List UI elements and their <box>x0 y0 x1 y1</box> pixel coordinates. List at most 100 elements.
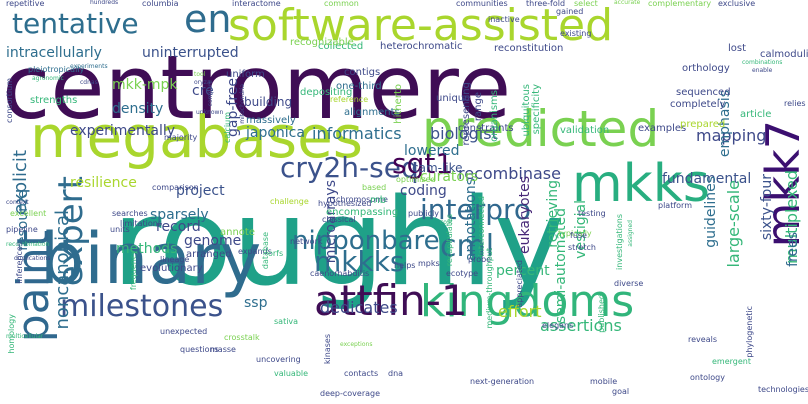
cloud-word: uncovering <box>256 355 301 364</box>
cloud-word: context <box>6 199 29 206</box>
cloud-word: ecotype <box>446 269 479 278</box>
cloud-word: ontology <box>690 373 725 382</box>
cloud-word: crosstalk <box>224 333 260 342</box>
cloud-word: mpks <box>418 259 440 268</box>
cloud-word: optimized <box>396 175 436 184</box>
cloud-word: calmodulins <box>760 49 808 60</box>
cloud-word: units <box>110 225 130 234</box>
cloud-word: range <box>473 92 484 122</box>
cloud-word: annote <box>220 227 255 238</box>
cloud-word: interconnected <box>477 196 486 257</box>
cloud-word: eukaryotes <box>517 176 533 254</box>
cloud-word: duplications <box>14 255 51 262</box>
cloud-word: depositing <box>300 87 353 98</box>
cloud-word: assigned <box>627 220 634 247</box>
cloud-word: deep-coverage <box>320 389 381 398</box>
cloud-word: kinases <box>323 334 332 365</box>
cloud-word: inferences <box>15 242 24 284</box>
cloud-word: mitochondria <box>239 84 246 124</box>
cloud-word: attfin-1 <box>314 276 468 325</box>
cloud-word: predicted <box>422 100 660 158</box>
cloud-word: article <box>740 109 772 120</box>
cloud-word: building <box>244 95 293 109</box>
cloud-word: arranged <box>186 249 232 260</box>
cloud-word: contigs <box>344 67 381 78</box>
cloud-word: mkk-mpk <box>112 77 178 93</box>
cloud-word: software-assisted <box>228 0 614 51</box>
cloud-word: assertions <box>540 316 622 335</box>
cloud-word: lowered <box>404 143 460 159</box>
cloud-word: sixty-four <box>759 174 775 241</box>
cloud-word: strengths <box>30 95 78 106</box>
cloud-word: alignments <box>344 107 400 118</box>
cloud-word: project <box>176 183 225 199</box>
cloud-word: caenorhabditis <box>310 269 370 278</box>
cloud-word: repetitive <box>6 0 45 8</box>
cloud-word: expands <box>238 247 272 256</box>
cloud-word: frequency <box>129 250 138 291</box>
cloud-word: binary <box>40 218 262 300</box>
cloud-word: multicellular <box>6 333 44 340</box>
cloud-word: recombination <box>6 241 50 248</box>
cloud-word: resilience <box>70 175 137 191</box>
cloud-word: cry2h-seq <box>280 151 419 184</box>
cloud-word: experiments <box>70 63 108 70</box>
cloud-word: reveals <box>688 335 717 344</box>
cloud-word: complementary <box>648 0 712 8</box>
cloud-word: annotations <box>463 178 479 262</box>
cloud-word: columbia <box>142 0 179 8</box>
cloud-word: reference <box>330 95 369 104</box>
cloud-word: interactome <box>232 0 281 8</box>
cloud-word: investigations <box>615 214 624 270</box>
cloud-word: testing <box>578 209 606 218</box>
cloud-word: heterochromatic <box>380 41 463 52</box>
cloud-word: noncanonical <box>52 210 73 330</box>
cloud-word: roughly <box>112 174 565 313</box>
cloud-word: chromosome <box>336 195 388 204</box>
cloud-word: japonica <box>246 125 305 141</box>
cloud-word: lost <box>728 43 747 54</box>
cloud-word: majority <box>164 133 198 142</box>
cloud-word: published <box>597 294 606 333</box>
cloud-word: searches <box>112 209 148 218</box>
cloud-word: frees <box>785 232 801 267</box>
cloud-word: hitherto <box>393 84 404 124</box>
cloud-word: nipponbare <box>292 226 440 256</box>
cloud-word: prepared <box>680 119 726 130</box>
cloud-word: ssp <box>244 295 268 311</box>
cloud-word: mapping <box>696 126 767 145</box>
cloud-word: record <box>156 219 201 235</box>
cloud-word: sequenced <box>676 87 731 98</box>
cloud-word: combinations <box>742 59 783 66</box>
cloud-word: cml <box>440 229 495 264</box>
cloud-word: interpro <box>420 193 532 226</box>
cloud-word: challenge <box>270 197 309 206</box>
cloud-word: pleiotropically <box>28 65 85 74</box>
cloud-word: unknown <box>196 109 224 116</box>
cloud-word: tentative <box>12 7 139 40</box>
cloud-word: coding <box>400 183 447 199</box>
cloud-word: cam-like <box>412 161 463 175</box>
cloud-word: one-third <box>336 81 382 92</box>
cloud-word: consortium <box>5 78 14 123</box>
cloud-word: genome <box>184 233 242 249</box>
cloud-word: organisms <box>489 90 500 142</box>
cloud-word: exceptions <box>340 341 373 348</box>
cloud-word: recombinase <box>458 164 561 183</box>
cloud-word: probe <box>468 255 492 264</box>
cloud-word: massively <box>246 115 296 126</box>
cloud-word: sativa <box>274 317 299 326</box>
cloud-word: contacts <box>344 369 379 378</box>
cloud-word: milestones <box>60 289 224 324</box>
cloud-word: valuable <box>274 369 309 378</box>
cloud-word: constraints <box>458 123 514 134</box>
cloud-word: database <box>261 232 270 270</box>
cloud-word: fundamental <box>662 171 752 187</box>
cloud-word: completely <box>670 99 726 110</box>
cloud-word: methods <box>116 241 178 257</box>
cloud-word: common <box>324 0 359 8</box>
cloud-word: megabases <box>30 103 364 171</box>
cloud-word: exclusive <box>718 0 756 8</box>
cloud-word: en <box>184 0 232 41</box>
